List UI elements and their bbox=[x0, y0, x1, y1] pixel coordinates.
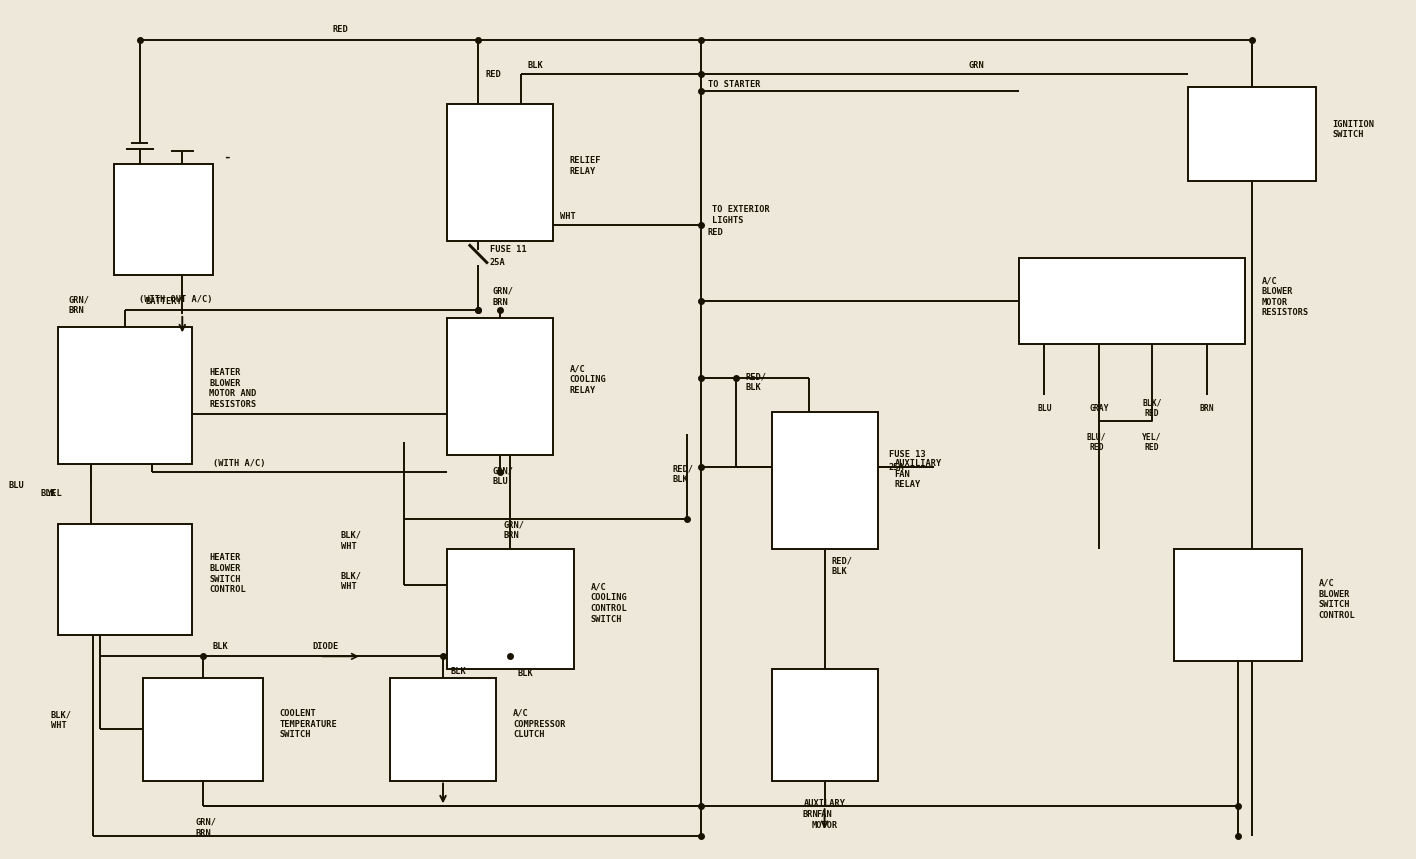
Bar bbox=[58, 326, 193, 464]
Text: BLU: BLU bbox=[8, 481, 24, 490]
Text: 25A: 25A bbox=[490, 258, 506, 267]
Text: RED/
BLK: RED/ BLK bbox=[673, 464, 694, 484]
Text: BLK/
WHT: BLK/ WHT bbox=[341, 571, 361, 591]
Text: A/C
COOLING
RELAY: A/C COOLING RELAY bbox=[569, 364, 606, 395]
Text: A/C
BLOWER
SWITCH
CONTROL: A/C BLOWER SWITCH CONTROL bbox=[1318, 579, 1355, 620]
Text: GRN: GRN bbox=[969, 61, 984, 70]
Bar bbox=[143, 678, 263, 781]
Text: COOLENT
TEMPERATURE
SWITCH: COOLENT TEMPERATURE SWITCH bbox=[280, 709, 337, 740]
Text: BRN: BRN bbox=[1199, 404, 1214, 412]
Text: BLK: BLK bbox=[450, 667, 466, 676]
Text: GRAY: GRAY bbox=[1090, 404, 1109, 412]
Text: BLK/
WHT: BLK/ WHT bbox=[341, 531, 361, 551]
Text: YEL/
RED: YEL/ RED bbox=[1141, 432, 1161, 452]
Text: A/C
COMPRESSOR
CLUTCH: A/C COMPRESSOR CLUTCH bbox=[513, 709, 565, 740]
Bar bbox=[446, 104, 552, 241]
Text: GRN/
BRN: GRN/ BRN bbox=[195, 818, 217, 838]
Text: RELIEF
RELAY: RELIEF RELAY bbox=[569, 156, 600, 175]
Text: -: - bbox=[224, 150, 231, 164]
Text: GRN/
BRN: GRN/ BRN bbox=[503, 521, 524, 540]
Text: TO EXTERIOR: TO EXTERIOR bbox=[712, 204, 770, 214]
Bar bbox=[58, 524, 193, 635]
Text: BLU/
RED: BLU/ RED bbox=[1087, 432, 1106, 452]
Text: IGNITION
SWITCH: IGNITION SWITCH bbox=[1332, 119, 1375, 139]
Bar bbox=[772, 412, 878, 550]
Bar bbox=[1020, 259, 1245, 344]
Text: AUXILIARY
FAN
RELAY: AUXILIARY FAN RELAY bbox=[895, 459, 942, 490]
Text: BATTERY: BATTERY bbox=[146, 297, 183, 306]
Bar bbox=[1174, 550, 1301, 661]
Text: FUSE 13: FUSE 13 bbox=[889, 450, 926, 459]
Text: BRN: BRN bbox=[803, 810, 818, 819]
Text: BLK: BLK bbox=[212, 642, 228, 650]
Text: FUSE 11: FUSE 11 bbox=[490, 245, 527, 254]
Text: A/C
COOLING
CONTROL
SWITCH: A/C COOLING CONTROL SWITCH bbox=[590, 582, 627, 624]
Text: BLK/
WHT: BLK/ WHT bbox=[51, 710, 72, 730]
Bar bbox=[446, 550, 573, 669]
Bar bbox=[772, 669, 878, 781]
Text: BLK/
RED: BLK/ RED bbox=[1141, 399, 1161, 418]
Text: BLK: BLK bbox=[41, 490, 57, 498]
Text: RED: RED bbox=[708, 228, 724, 237]
Text: HEATER
BLOWER
SWITCH
CONTROL: HEATER BLOWER SWITCH CONTROL bbox=[210, 553, 246, 594]
Bar bbox=[1188, 87, 1315, 181]
Text: A/C
BLOWER
MOTOR
RESISTORS: A/C BLOWER MOTOR RESISTORS bbox=[1262, 276, 1310, 318]
Text: BLK: BLK bbox=[517, 669, 532, 678]
Text: RED/
BLK: RED/ BLK bbox=[745, 373, 766, 393]
Text: BLK: BLK bbox=[528, 61, 544, 70]
Text: GRN/
BRN: GRN/ BRN bbox=[68, 295, 89, 315]
Text: GRN/
BLU: GRN/ BLU bbox=[493, 466, 514, 486]
Text: GRN/
BRN: GRN/ BRN bbox=[493, 287, 514, 307]
Text: RED: RED bbox=[333, 25, 348, 34]
Text: RED: RED bbox=[486, 70, 501, 79]
Text: 25A: 25A bbox=[889, 463, 905, 472]
Text: (WITH A/C): (WITH A/C) bbox=[214, 460, 266, 468]
Text: TO STARTER: TO STARTER bbox=[708, 80, 760, 89]
Text: LIGHTS: LIGHTS bbox=[712, 216, 743, 225]
Text: YEL: YEL bbox=[47, 490, 62, 498]
Bar bbox=[389, 678, 496, 781]
Text: DIODE: DIODE bbox=[313, 642, 338, 650]
Text: (WITH OUT A/C): (WITH OUT A/C) bbox=[139, 295, 212, 304]
Bar bbox=[115, 164, 214, 276]
Text: BLU: BLU bbox=[1037, 404, 1052, 412]
Text: AUXILARY
FAN
MOTOR: AUXILARY FAN MOTOR bbox=[804, 800, 845, 830]
Text: RED/
BLK: RED/ BLK bbox=[831, 557, 852, 576]
Bar bbox=[446, 318, 552, 455]
Text: WHT: WHT bbox=[559, 211, 575, 221]
Text: HEATER
BLOWER
MOTOR AND
RESISTORS: HEATER BLOWER MOTOR AND RESISTORS bbox=[210, 368, 256, 409]
